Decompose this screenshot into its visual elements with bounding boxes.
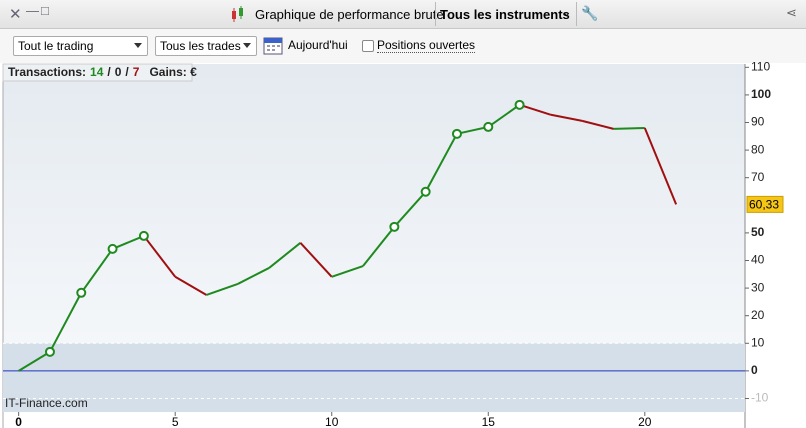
x-tick-label: 10	[325, 415, 339, 428]
minimize-button[interactable]: —	[26, 3, 39, 18]
y-tick-label: 30	[751, 280, 765, 294]
maximize-button[interactable]: □	[41, 3, 49, 18]
y-tick-label: 110	[751, 59, 770, 73]
trades-select[interactable]: Tous les trades	[155, 36, 257, 56]
stats-gains_label: Gains: €	[149, 65, 197, 79]
chart-title: Graphique de performance brute	[255, 7, 444, 22]
stats-wins: 14	[90, 65, 104, 79]
performance-segment	[143, 235, 176, 278]
stats-neutral: 0	[115, 65, 122, 79]
performance-segment	[487, 104, 521, 128]
calendar-icon[interactable]	[263, 35, 283, 55]
scope-select[interactable]: Tout le trading	[13, 36, 148, 56]
y-tick-label: 0	[751, 363, 758, 377]
stats-box	[2, 63, 193, 82]
trade-marker	[107, 243, 118, 254]
performance-segment	[581, 119, 614, 130]
y-tick-label: -10	[751, 391, 769, 405]
performance-segment	[112, 235, 145, 250]
performance-segment	[299, 242, 333, 278]
x-tick-label: 20	[638, 415, 652, 428]
separator	[435, 2, 436, 26]
settings-button[interactable]: 🔧	[581, 5, 599, 21]
close-button[interactable]: ✕	[9, 6, 22, 23]
separator	[576, 2, 577, 26]
y-tick-label: 70	[751, 170, 765, 184]
y-tick-label: 100	[751, 87, 771, 101]
performance-segment	[268, 242, 302, 269]
performance-segment	[519, 103, 552, 116]
performance-segment	[174, 275, 208, 296]
trade-marker	[483, 121, 494, 132]
performance-segment	[331, 265, 364, 278]
dropdown-arrow[interactable]: ⌄	[562, 7, 572, 19]
trade-marker	[389, 221, 400, 232]
last-value-label: 60,33	[749, 198, 779, 212]
y-tick-label: 20	[751, 308, 765, 322]
performance-segment	[550, 113, 583, 122]
title-bar: ✕ — □ Graphique de performance brute Tou…	[0, 0, 806, 29]
performance-segment	[362, 226, 396, 267]
stats-losses: 7	[133, 65, 140, 79]
performance-segment	[424, 133, 458, 193]
performance-segment	[206, 283, 239, 296]
instrument-selector[interactable]: Tous les instruments	[440, 7, 570, 22]
watermark: IT-Finance.com	[5, 396, 88, 410]
period-label[interactable]: Aujourd'hui	[288, 38, 348, 52]
performance-segment	[456, 125, 489, 135]
open-positions-checkbox[interactable]	[362, 40, 374, 52]
performance-segment	[613, 127, 645, 130]
x-tick-label: 0	[15, 415, 22, 428]
y-tick-label: 10	[751, 335, 765, 349]
open-positions-label[interactable]: Positions ouvertes	[377, 38, 476, 53]
y-tick-label: 80	[751, 142, 765, 156]
y-tick-label: 40	[751, 253, 765, 267]
performance-segment	[643, 127, 678, 205]
share-button[interactable]: ⋖	[786, 5, 797, 20]
performance-segment	[49, 292, 83, 353]
stats-separator: /	[107, 65, 111, 79]
y-tick-label: 90	[751, 115, 765, 129]
trade-marker	[44, 346, 55, 357]
y-tick-label: 50	[751, 225, 765, 239]
performance-segment	[18, 350, 51, 372]
x-tick-label: 5	[172, 415, 179, 428]
filter-bar: Tout le trading Tous les trades Aujourd'…	[0, 29, 806, 63]
trade-marker	[420, 186, 431, 197]
x-tick-label: 15	[482, 415, 496, 428]
last-value-box	[746, 195, 784, 213]
performance-segment	[80, 248, 114, 294]
trade-marker	[76, 287, 87, 298]
performance-segment	[237, 267, 270, 285]
trade-marker	[138, 230, 149, 241]
band	[3, 343, 745, 412]
stats-separator: /	[125, 65, 129, 79]
candle-icon	[232, 6, 243, 22]
trade-marker	[451, 128, 462, 139]
stats-label: Transactions:	[8, 65, 86, 79]
trade-marker	[514, 99, 525, 110]
performance-segment	[393, 191, 427, 228]
